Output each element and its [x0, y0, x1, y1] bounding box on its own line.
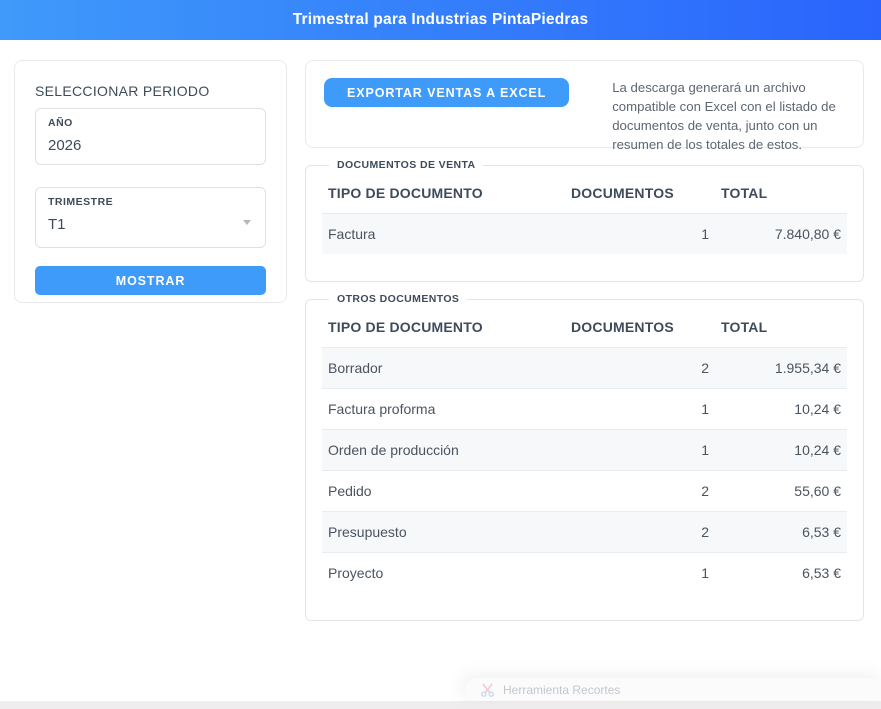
column-header-total: TOTAL	[721, 185, 768, 201]
cell-total: 1.955,34 €	[774, 360, 841, 376]
year-input[interactable]: 2026	[48, 137, 82, 154]
export-excel-button[interactable]: EXPORTAR VENTAS A EXCEL	[324, 78, 570, 107]
snipping-tool-icon	[480, 683, 495, 697]
snipping-tool-window[interactable]: Herramienta Recortes	[466, 678, 881, 701]
other-documents-table: TIPO DE DOCUMENTO DOCUMENTOS TOTAL Borra…	[322, 305, 847, 593]
year-field[interactable]: AÑO 2026	[35, 108, 266, 165]
column-header-documents: DOCUMENTOS	[571, 185, 674, 201]
cell-document-type: Pedido	[328, 483, 372, 499]
cell-total: 10,24 €	[794, 401, 841, 417]
cell-document-count: 2	[701, 524, 709, 540]
quarter-selected-value: T1	[48, 216, 66, 233]
cell-total: 6,53 €	[802, 565, 841, 581]
table-row: Factura proforma 1 10,24 €	[322, 388, 847, 430]
column-header-documents: DOCUMENTOS	[571, 319, 674, 335]
quarter-select[interactable]: TRIMESTRE T1	[35, 187, 266, 248]
show-button[interactable]: MOSTRAR	[35, 266, 266, 295]
cell-total: 10,24 €	[794, 442, 841, 458]
period-panel: SELECCIONAR PERIODO AÑO 2026 TRIMESTRE T…	[14, 60, 287, 303]
app-header: Trimestral para Industrias PintaPiedras	[0, 0, 881, 40]
column-header-total: TOTAL	[721, 319, 768, 335]
cell-document-count: 1	[701, 565, 709, 581]
cell-total: 7.840,80 €	[774, 226, 841, 242]
column-header-type: TIPO DE DOCUMENTO	[328, 185, 483, 201]
table-header-row: TIPO DE DOCUMENTO DOCUMENTOS TOTAL	[322, 171, 847, 214]
chevron-down-icon	[243, 220, 251, 225]
cell-document-count: 2	[701, 360, 709, 376]
table-header-row: TIPO DE DOCUMENTO DOCUMENTOS TOTAL	[322, 305, 847, 348]
report-column: EXPORTAR VENTAS A EXCEL La descarga gene…	[305, 60, 864, 621]
other-documents-section: OTROS DOCUMENTOS TIPO DE DOCUMENTO DOCUM…	[305, 293, 864, 621]
snipping-tool-title: Herramienta Recortes	[503, 682, 621, 697]
table-row: Pedido 2 55,60 €	[322, 470, 847, 512]
cell-document-count: 1	[701, 401, 709, 417]
sales-documents-table: TIPO DE DOCUMENTO DOCUMENTOS TOTAL Factu…	[322, 171, 847, 254]
sales-documents-legend: DOCUMENTOS DE VENTA	[337, 159, 476, 171]
table-row: Orden de producción 1 10,24 €	[322, 429, 847, 471]
cell-document-count: 2	[701, 483, 709, 499]
cell-document-type: Borrador	[328, 360, 383, 376]
period-panel-title: SELECCIONAR PERIODO	[35, 83, 210, 99]
quarter-label: TRIMESTRE	[48, 196, 114, 208]
other-documents-legend: OTROS DOCUMENTOS	[337, 293, 460, 305]
cell-document-count: 1	[701, 442, 709, 458]
cell-document-count: 1	[701, 226, 709, 242]
year-label: AÑO	[48, 117, 73, 129]
background-window-edge	[0, 701, 881, 709]
cell-document-type: Factura proforma	[328, 401, 436, 417]
cell-total: 55,60 €	[794, 483, 841, 499]
cell-document-type: Factura	[328, 226, 376, 242]
cell-document-type: Proyecto	[328, 565, 384, 581]
export-description: La descarga generará un archivo compatib…	[612, 80, 836, 153]
export-section: EXPORTAR VENTAS A EXCEL La descarga gene…	[305, 60, 864, 152]
cell-document-type: Orden de producción	[328, 442, 459, 458]
table-row: Factura 1 7.840,80 €	[322, 213, 847, 254]
sales-documents-section: DOCUMENTOS DE VENTA TIPO DE DOCUMENTO DO…	[305, 159, 864, 282]
page-title: Trimestral para Industrias PintaPiedras	[292, 11, 589, 28]
cell-total: 6,53 €	[802, 524, 841, 540]
table-row: Presupuesto 2 6,53 €	[322, 511, 847, 553]
table-row: Proyecto 1 6,53 €	[322, 552, 847, 594]
cell-document-type: Presupuesto	[328, 524, 407, 540]
table-row: Borrador 2 1.955,34 €	[322, 347, 847, 389]
column-header-type: TIPO DE DOCUMENTO	[328, 319, 483, 335]
